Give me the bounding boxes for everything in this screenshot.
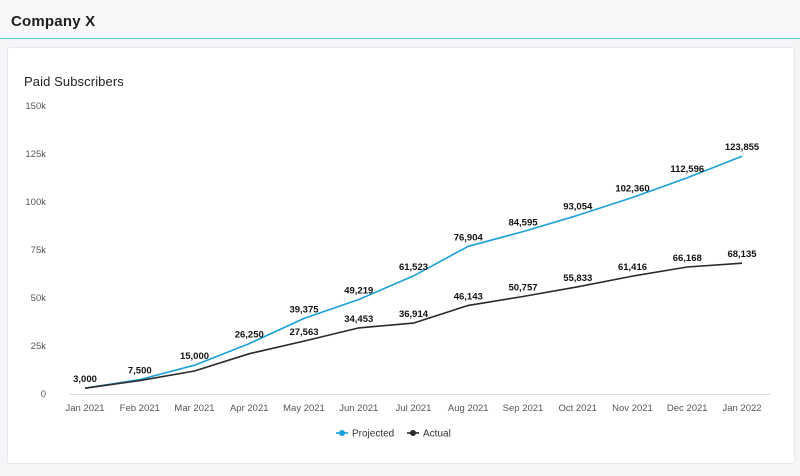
x-tick-label: Feb 2021 (120, 403, 160, 414)
data-label-actual: 36,914 (399, 309, 429, 320)
y-tick-label: 0 (41, 389, 46, 400)
data-label-actual: 3,000 (73, 374, 97, 385)
data-label-projected: 93,054 (563, 201, 593, 212)
x-tick-label: Oct 2021 (558, 403, 597, 414)
data-label-projected: 123,855 (725, 142, 760, 153)
data-label-actual: 34,453 (344, 314, 373, 325)
chart-card: Paid Subscribers 0 25k 50k 75k 100k 125k 150k J… (7, 47, 795, 464)
y-tick-label: 150k (25, 101, 46, 112)
legend-item-actual[interactable]: Actual (423, 429, 451, 440)
legend-marker-projected (339, 430, 345, 436)
data-label-actual: 66,168 (673, 253, 702, 264)
data-label-projected: 76,904 (454, 232, 484, 243)
x-tick-label: Mar 2021 (174, 403, 214, 414)
x-tick-label: Aug 2021 (448, 403, 489, 414)
x-tick-label: Jun 2021 (339, 403, 378, 414)
data-label-projected: 112,596 (670, 164, 704, 175)
data-label-projected: 39,375 (289, 304, 319, 315)
x-tick-label: May 2021 (283, 403, 325, 414)
x-tick-label: Sep 2021 (503, 403, 544, 414)
data-label-projected: 49,219 (344, 285, 373, 296)
page-title: Company X (11, 13, 96, 30)
data-label-projected: 26,250 (235, 330, 264, 341)
x-tick-label: Jul 2021 (396, 403, 432, 414)
line-chart: 0 25k 50k 75k 100k 125k 150k Jan 2021 Feb 2021 Ma… (25, 101, 770, 440)
data-label-actual: 68,135 (727, 249, 757, 260)
series-line-actual (84, 262, 743, 389)
data-label-actual: 27,563 (289, 327, 318, 338)
header-bar: Company X (0, 0, 800, 39)
chart-title: Paid Subscribers (24, 74, 124, 89)
x-tick-label: Jan 2022 (722, 403, 761, 414)
legend-item-projected[interactable]: Projected (352, 429, 394, 440)
y-tick-label: 25k (31, 341, 47, 352)
x-tick-label: Nov 2021 (612, 403, 653, 414)
data-label-actual: 61,416 (618, 262, 647, 273)
x-tick-label: Dec 2021 (667, 403, 708, 414)
y-tick-label: 100k (25, 197, 46, 208)
y-tick-label: 50k (31, 293, 47, 304)
x-tick-label: Apr 2021 (230, 403, 269, 414)
data-label-actual: 46,143 (454, 291, 483, 302)
data-label-actual: 50,757 (508, 283, 537, 294)
data-label-projected: 84,595 (508, 218, 538, 229)
data-label-actual: 55,833 (563, 273, 592, 284)
y-tick-label: 75k (31, 245, 47, 256)
data-label-projected: 15,000 (180, 351, 209, 362)
x-tick-label: Jan 2021 (65, 403, 104, 414)
y-tick-label: 125k (25, 149, 46, 160)
legend-marker-actual (410, 430, 416, 436)
data-label-projected: 7,500 (128, 366, 152, 377)
data-label-projected: 102,360 (615, 183, 649, 194)
data-label-projected: 61,523 (399, 262, 428, 273)
series-line-projected (84, 155, 743, 389)
